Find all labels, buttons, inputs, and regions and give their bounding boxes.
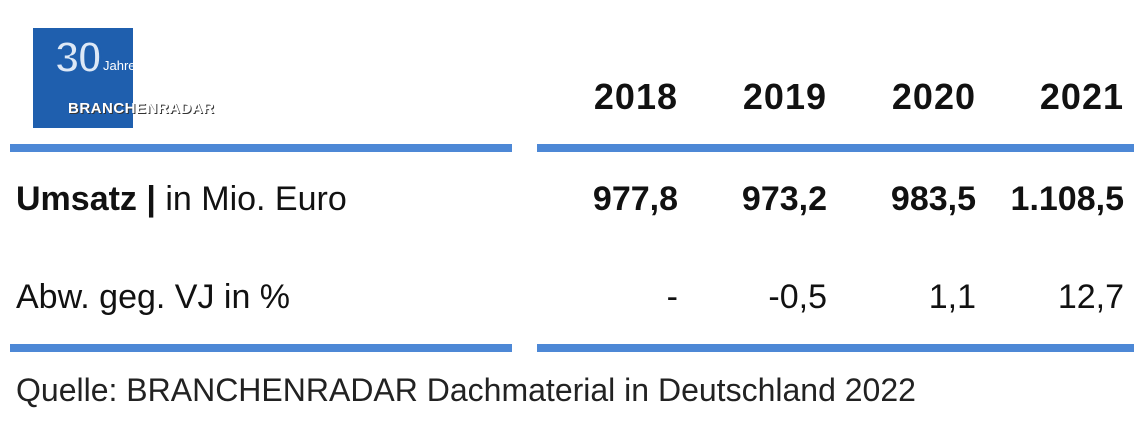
- source: Quelle: BRANCHENRADAR Dachmaterial in De…: [16, 372, 916, 408]
- column-header: 2019: [742, 76, 827, 117]
- rule: [10, 344, 512, 352]
- cell: 977,8: [592, 180, 678, 218]
- cell: 1.108,5: [1010, 180, 1124, 218]
- cell: 12,7: [1057, 278, 1124, 316]
- column-header: 2018: [593, 76, 678, 117]
- rule: [537, 144, 1134, 152]
- cell: -0,5: [768, 278, 827, 316]
- cell: 973,2: [741, 180, 827, 218]
- column-header: 2021: [1039, 76, 1124, 117]
- cell: 983,5: [890, 180, 976, 218]
- cell: 1,1: [928, 278, 976, 316]
- logo: 30 Jahre BRANCHENRADAR: [33, 28, 214, 128]
- logo-tagline: Jahre: [103, 58, 136, 73]
- row-label-unit: in Mio. Euro: [165, 180, 347, 218]
- logo-brand: BRANCHENRADAR: [68, 100, 215, 117]
- cell: -: [666, 278, 678, 316]
- logo-number: 30: [54, 33, 103, 82]
- rule: [10, 144, 512, 152]
- rule: [537, 344, 1134, 352]
- row-label: Abw. geg. VJ in %: [16, 278, 291, 316]
- column-header: 2020: [891, 76, 976, 117]
- row-label: Umsatz | in Mio. Euro: [16, 180, 347, 219]
- row-label-bold: Umsatz |: [16, 180, 156, 218]
